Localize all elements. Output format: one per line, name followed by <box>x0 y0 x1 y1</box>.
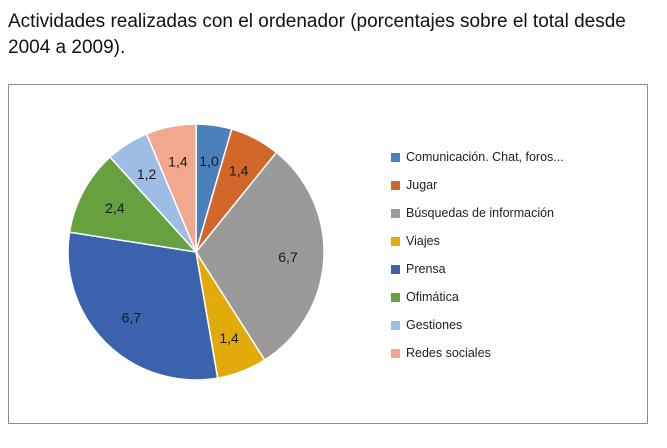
slice-data-label: 6,7 <box>122 310 142 326</box>
legend-item: Prensa <box>391 255 641 283</box>
pie-slice <box>195 151 325 362</box>
legend-item: Búsquedas de información <box>391 199 641 227</box>
slice-data-label: 1,4 <box>219 330 239 346</box>
slice-data-label: 1,4 <box>168 154 188 170</box>
pie-chart: 1,0 1,4 6,7 1,4 6,7 2,4 1,2 1,4 <box>67 123 325 381</box>
legend-label: Prensa <box>406 262 446 276</box>
legend-item: Ofimática <box>391 283 641 311</box>
legend-swatch <box>391 208 400 218</box>
legend-label: Jugar <box>406 178 438 192</box>
pie-slice <box>68 156 198 254</box>
legend-label: Redes sociales <box>406 346 491 360</box>
legend-swatch <box>391 236 400 246</box>
legend-label: Gestiones <box>406 318 463 332</box>
pie-slice <box>67 231 219 381</box>
legend-item: Comunicación. Chat, foros... <box>391 143 641 171</box>
legend-swatch <box>391 292 400 302</box>
legend-item: Viajes <box>391 227 641 255</box>
slice-data-label: 6,7 <box>278 249 298 265</box>
legend-item: Redes sociales <box>391 339 641 367</box>
legend-label: Ofimática <box>406 290 459 304</box>
legend-label: Viajes <box>406 234 440 248</box>
legend-label: Búsquedas de información <box>406 206 555 220</box>
chart-area: 1,0 1,4 6,7 1,4 6,7 2,4 1,2 1,4 Comunicación. C… <box>8 84 648 424</box>
legend-item: Jugar <box>391 171 641 199</box>
slice-data-label: 1,4 <box>229 162 249 178</box>
chart-title: Actividades realizadas con el ordenador … <box>8 11 626 58</box>
legend-swatch <box>391 264 400 274</box>
slice-data-label: 2,4 <box>105 200 125 216</box>
legend-label: Comunicación. Chat, foros... <box>406 150 564 164</box>
legend-swatch <box>391 152 400 162</box>
legend-item: Gestiones <box>391 311 641 339</box>
legend-swatch <box>391 180 400 190</box>
slice-data-label: 1,2 <box>137 166 157 182</box>
legend-swatch <box>391 320 400 330</box>
pie-slice <box>145 123 197 253</box>
chart-legend: Comunicación. Chat, foros... Jugar Búsqued… <box>391 143 641 367</box>
slice-data-label: 1,0 <box>199 153 219 169</box>
legend-swatch <box>391 348 400 358</box>
